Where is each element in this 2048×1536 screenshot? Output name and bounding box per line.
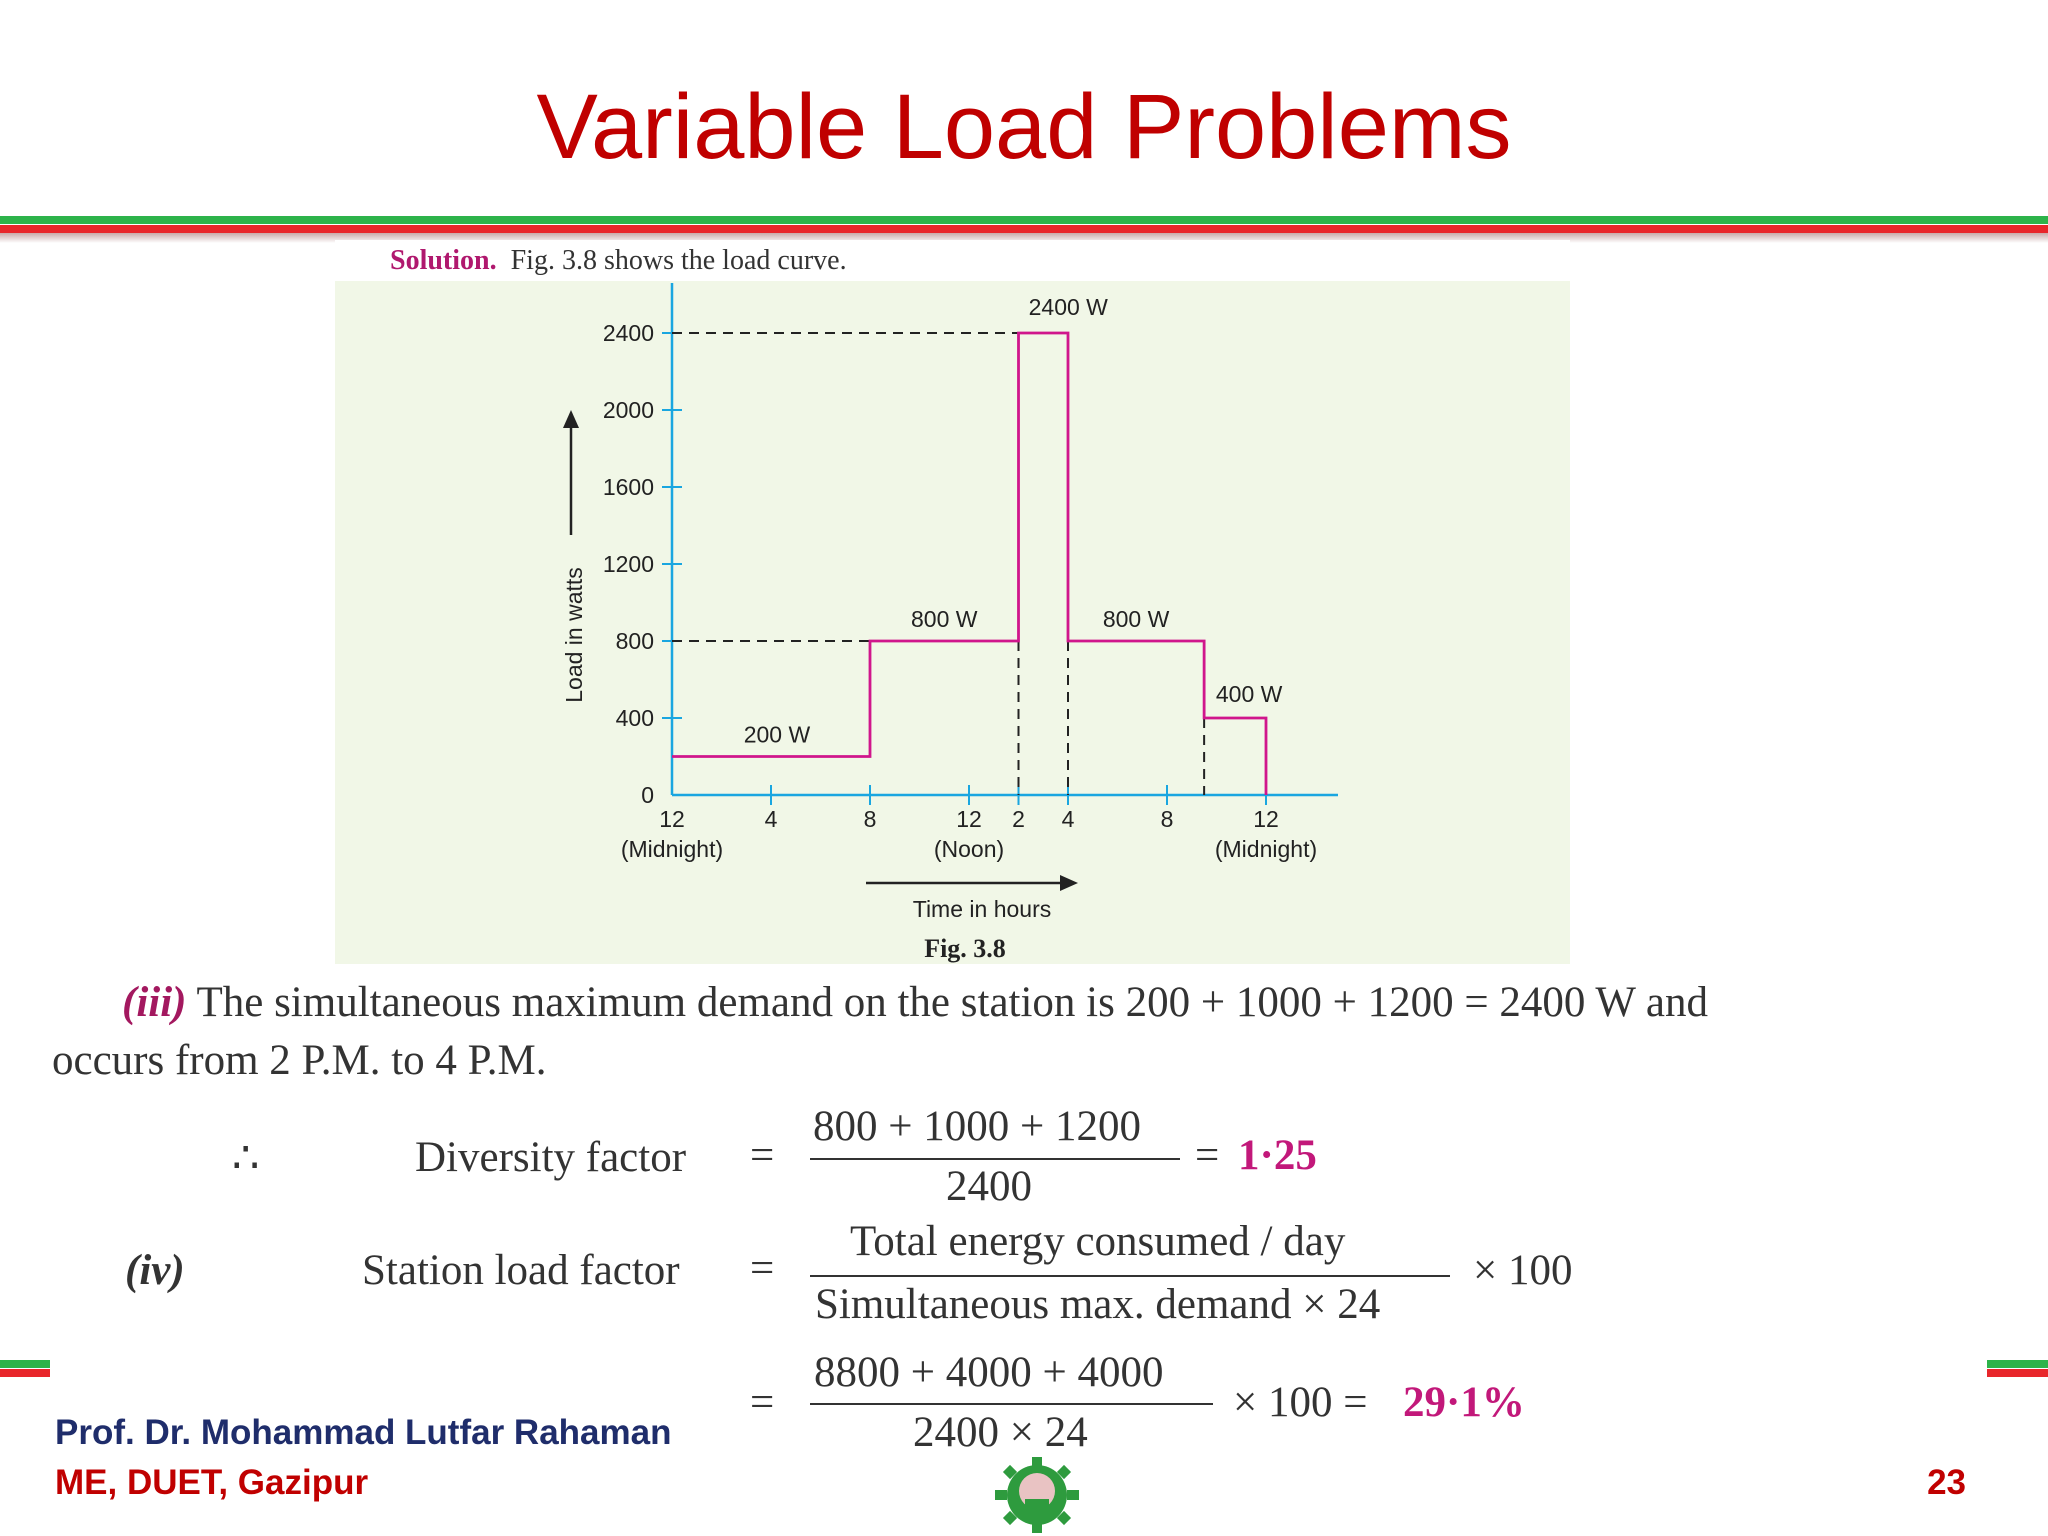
x-tick-sublabel: (Midnight) xyxy=(1215,836,1317,862)
load-curve-line xyxy=(672,331,1268,795)
diversity-result: 1·25 xyxy=(1238,1132,1317,1179)
equals-sign-2: = xyxy=(750,1245,775,1292)
y-tick-label: 1600 xyxy=(603,474,654,500)
y-tick-label: 1200 xyxy=(603,551,654,577)
y-tick-label: 800 xyxy=(616,628,654,654)
diversity-denominator: 2400 xyxy=(946,1163,1032,1210)
solution-line: Solution. Fig. 3.8 shows the load curve. xyxy=(390,245,847,277)
bottom-right-stripe-green xyxy=(1987,1360,2048,1368)
figure-panel xyxy=(335,281,1570,964)
slf-fraction-bar xyxy=(810,1275,1450,1277)
top-stripe-shadow xyxy=(0,233,2048,243)
caption-strip xyxy=(335,240,1570,281)
x-axis-arrowhead xyxy=(1060,875,1078,891)
slf-denominator: Simultaneous max. demand × 24 xyxy=(815,1281,1381,1328)
y-tick-label: 2000 xyxy=(603,397,654,423)
bottom-left-stripe-red xyxy=(0,1369,50,1377)
segment-label: 800 W xyxy=(911,606,978,632)
diversity-numerator: 800 + 1000 + 1200 xyxy=(813,1103,1142,1150)
x-tick-sublabel: (Midnight) xyxy=(621,836,723,862)
x-tick-label: 8 xyxy=(1161,806,1174,832)
segment-label: 2400 W xyxy=(1029,294,1109,320)
paragraph-iii-line1: The simultaneous maximum demand on the s… xyxy=(196,979,1708,1026)
calc-multiplier: × 100 = xyxy=(1233,1379,1368,1426)
y-tick-label: 2400 xyxy=(603,320,654,346)
duet-gear-logo-icon xyxy=(995,1457,1079,1533)
segment-label: 800 W xyxy=(1103,606,1170,632)
solution-text: Fig. 3.8 shows the load curve. xyxy=(510,245,847,276)
y-tick-label: 400 xyxy=(616,705,654,731)
x-tick-label: 2 xyxy=(1012,806,1025,832)
footer-author: Prof. Dr. Mohammad Lutfar Rahaman xyxy=(55,1413,672,1452)
therefore-symbol: ∴ xyxy=(232,1135,260,1182)
equals-sign-3: = xyxy=(750,1379,775,1426)
slf-multiplier: × 100 xyxy=(1473,1247,1573,1294)
solution-label: Solution. xyxy=(390,245,497,276)
top-stripe-red xyxy=(0,225,2048,233)
bottom-left-stripe-green xyxy=(0,1360,50,1368)
slide-title: Variable Load Problems xyxy=(536,76,1512,178)
station-load-factor-label: Station load factor xyxy=(362,1247,680,1294)
x-tick-label: 12 xyxy=(659,806,685,832)
top-stripe-green xyxy=(0,216,2048,224)
figure-caption: Fig. 3.8 xyxy=(924,934,1006,963)
paragraph-iii: (iii) The simultaneous maximum demand on… xyxy=(52,978,1982,1027)
x-tick-label: 4 xyxy=(765,806,778,832)
y-tick-label: 0 xyxy=(641,782,654,808)
equals-sign-1: = xyxy=(750,1132,775,1179)
calc-fraction-bar xyxy=(810,1403,1213,1405)
x-tick-label: 8 xyxy=(864,806,877,832)
diversity-equals: = xyxy=(1195,1132,1220,1179)
x-tick-sublabel: (Noon) xyxy=(934,836,1004,862)
calc-result: 29·1% xyxy=(1403,1379,1525,1426)
bottom-right-stripe-red xyxy=(1987,1369,2048,1377)
y-axis-title: Load in watts xyxy=(561,567,587,703)
diversity-factor-label: Diversity factor xyxy=(415,1134,687,1181)
page-number: 23 xyxy=(1927,1463,1966,1502)
diversity-fraction-bar xyxy=(810,1158,1180,1160)
x-tick-label: 12 xyxy=(956,806,982,832)
x-axis-title: Time in hours xyxy=(913,896,1051,922)
x-tick-label: 12 xyxy=(1253,806,1279,832)
x-tick-label: 4 xyxy=(1062,806,1075,832)
y-axis-arrowhead xyxy=(563,410,579,428)
calc-denominator: 2400 × 24 xyxy=(913,1409,1088,1456)
label-iv: (iv) xyxy=(125,1247,185,1294)
segment-label: 400 W xyxy=(1216,681,1283,707)
footer-department: ME, DUET, Gazipur xyxy=(55,1463,369,1502)
label-iii: (iii) xyxy=(122,979,187,1026)
paragraph-iii-line2: occurs from 2 P.M. to 4 P.M. xyxy=(52,1037,547,1084)
slf-numerator: Total energy consumed / day xyxy=(850,1218,1346,1265)
segment-label: 200 W xyxy=(744,722,811,748)
calc-numerator: 8800 + 4000 + 4000 xyxy=(814,1349,1164,1396)
